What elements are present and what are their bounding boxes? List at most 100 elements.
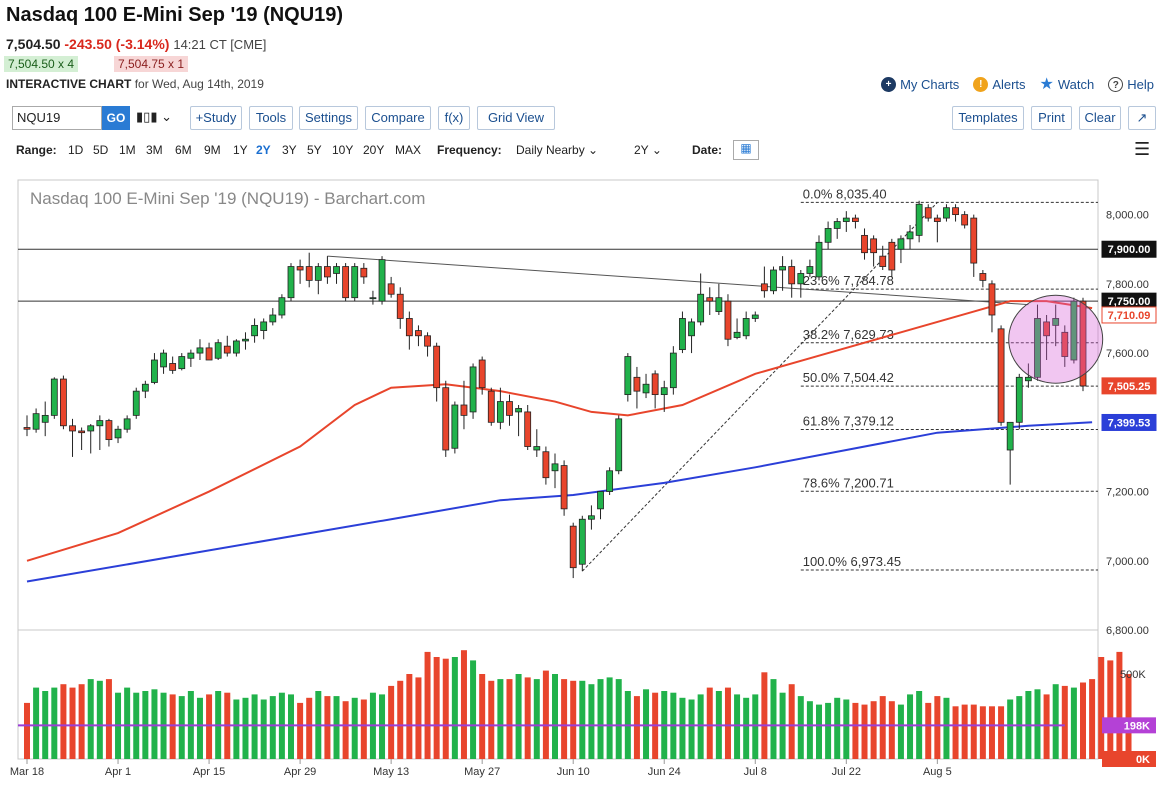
candle-body <box>242 338 249 342</box>
candle-body <box>1052 318 1060 326</box>
candle-body <box>569 525 577 569</box>
templates-button[interactable]: Templates <box>952 106 1024 130</box>
help-icon: ? <box>1108 76 1124 92</box>
tools-button[interactable]: Tools <box>249 106 293 130</box>
candle-body <box>533 446 541 451</box>
help-link[interactable]: ? Help <box>1108 74 1154 94</box>
candle-body <box>970 217 978 264</box>
price-tag <box>1101 377 1157 395</box>
volume-bar <box>952 706 959 759</box>
alert-icon: ! <box>973 76 989 92</box>
chevron-down-icon: ⌄ <box>651 143 662 157</box>
range-20y[interactable]: 20Y <box>363 143 385 157</box>
volume-bar <box>324 696 331 759</box>
range-1m[interactable]: 1M <box>119 143 136 157</box>
range-6m[interactable]: 6M <box>175 143 192 157</box>
chart-type-dropdown[interactable]: ▮▯▮ ⌄ <box>136 106 172 130</box>
period-dropdown[interactable]: 2Y ⌄ <box>634 143 662 157</box>
settings-button[interactable]: Settings <box>299 106 358 130</box>
candle-body <box>679 318 686 351</box>
volume-bar <box>178 696 185 759</box>
volume-bar <box>761 672 768 759</box>
candle-body <box>478 359 486 389</box>
compare-button[interactable]: Compare <box>365 106 431 130</box>
volume-bar <box>260 699 267 759</box>
page-title: Nasdaq 100 E-Mini Sep '19 (NQU19) <box>6 4 344 26</box>
frequency-dropdown[interactable]: Daily Nearby ⌄ <box>516 143 599 157</box>
menu-icon[interactable]: ☰ <box>1134 139 1151 159</box>
candle-body <box>852 217 859 222</box>
range-3y[interactable]: 3Y <box>282 143 297 157</box>
watch-link[interactable]: ★ Watch <box>1039 76 1095 93</box>
volume-bar <box>233 699 240 759</box>
price-chart[interactable]: Nasdaq 100 E-Mini Sep '19 (NQU19) - Barc… <box>0 176 1162 783</box>
clear-button[interactable]: Clear <box>1079 106 1121 130</box>
volume-tag <box>1102 751 1156 767</box>
range-3m[interactable]: 3M <box>146 143 163 157</box>
my-charts-link[interactable]: + My Charts <box>881 74 959 94</box>
volume-bar <box>105 679 112 759</box>
fib-level-label: 50.0% 7,504.42 <box>803 370 894 385</box>
volume-bar <box>379 694 386 759</box>
candle-body <box>251 324 258 337</box>
range-1y[interactable]: 1Y <box>233 143 248 157</box>
candle-body <box>633 376 641 392</box>
candle-body <box>788 266 796 285</box>
candle-body <box>69 425 76 432</box>
fib-level-label: 100.0% 6,973.45 <box>803 554 901 569</box>
range-1d[interactable]: 1D <box>68 143 84 157</box>
volume-bar <box>288 694 294 759</box>
volume-bar <box>998 706 1005 759</box>
candle-body <box>888 241 896 271</box>
volume-bar <box>943 697 950 759</box>
range-5d[interactable]: 5D <box>93 143 109 157</box>
range-2y[interactable]: 2Y <box>256 143 271 157</box>
symbol-input[interactable]: NQU19 <box>12 106 102 130</box>
candle-body <box>141 383 149 392</box>
ask-box: 7,504.75 x 1 <box>114 56 189 72</box>
volume-bar <box>816 704 822 759</box>
range-5y[interactable]: 5Y <box>307 143 322 157</box>
candle-body <box>515 408 522 413</box>
calendar-icon[interactable]: ▦ <box>733 140 759 160</box>
volume-bar <box>242 697 249 759</box>
volume-bar <box>442 658 449 759</box>
candle-body <box>751 314 759 319</box>
candle-body <box>952 207 959 216</box>
fx-button[interactable]: f(x) <box>438 106 470 130</box>
candle-body <box>424 335 431 347</box>
volume-bar <box>788 684 795 759</box>
candle-body <box>1006 421 1014 451</box>
chart-area[interactable]: Nasdaq 100 E-Mini Sep '19 (NQU19) - Barc… <box>0 176 1162 783</box>
volume-bar <box>870 701 877 759</box>
last-price-line: 7,504.50 -243.50 (-3.14%) 14:21 CT [CME] <box>6 36 266 52</box>
expand-icon[interactable]: ↗ <box>1128 106 1156 130</box>
grid-view-button[interactable]: Grid View <box>477 106 555 130</box>
candle-body <box>378 259 386 302</box>
alerts-link[interactable]: ! Alerts <box>973 74 1026 94</box>
volume-bar <box>1007 699 1014 759</box>
range-max[interactable]: MAX <box>395 143 422 157</box>
candle-body <box>624 356 632 396</box>
fib-trend-line <box>581 202 938 572</box>
go-button[interactable]: GO <box>102 106 130 130</box>
range-9m[interactable]: 9M <box>204 143 221 157</box>
candle-body <box>933 217 941 222</box>
volume-bar <box>697 694 704 759</box>
fib-level-label: 61.8% 7,379.12 <box>803 414 894 429</box>
volume-bar <box>825 702 832 759</box>
star-icon: ★ <box>1039 76 1054 93</box>
candle-body <box>460 404 468 416</box>
volume-bar <box>60 684 67 759</box>
range-10y[interactable]: 10Y <box>332 143 354 157</box>
volume-bar <box>424 651 431 759</box>
candle-body <box>287 266 295 299</box>
price-tag-label: 7,900.00 <box>1108 244 1151 256</box>
candle-body <box>697 293 705 323</box>
volume-bar <box>497 679 504 759</box>
y-tick-label: 7,000.00 <box>1106 556 1149 568</box>
candle-body <box>232 340 240 354</box>
study-button[interactable]: +Study <box>190 106 242 130</box>
print-button[interactable]: Print <box>1031 106 1072 130</box>
range-bar: Range: 1D 5D 1M 3M 6M 9M 1Y 2Y 3Y 5Y 10Y… <box>0 139 1162 163</box>
